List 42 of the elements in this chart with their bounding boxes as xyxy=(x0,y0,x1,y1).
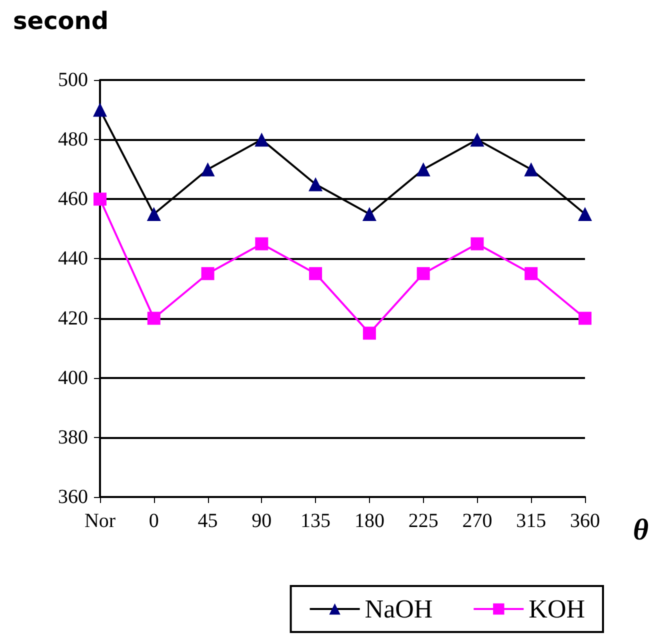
point xyxy=(362,326,376,340)
y-tick-label: 480 xyxy=(58,128,88,151)
x-tick-label: Nor xyxy=(84,510,116,532)
point xyxy=(201,267,214,280)
y-tick-label: 440 xyxy=(58,248,88,270)
x-tick-label: 315 xyxy=(516,510,546,532)
x-tick-label: 360 xyxy=(570,510,600,532)
point xyxy=(524,162,538,176)
point xyxy=(308,177,323,192)
point xyxy=(200,162,215,176)
y-tick-label: 400 xyxy=(58,366,88,389)
point xyxy=(416,267,430,280)
point xyxy=(470,132,484,147)
point xyxy=(470,237,484,250)
y-tick-label: 460 xyxy=(58,188,88,210)
x-tick-label: 90 xyxy=(252,510,272,532)
y-axis-title: second xyxy=(13,7,109,35)
point xyxy=(416,162,430,176)
y-tick-label: 360 xyxy=(58,486,88,508)
x-tick-label: 45 xyxy=(198,510,218,532)
legend-label: KOH xyxy=(528,594,586,624)
point xyxy=(93,102,107,117)
point xyxy=(255,237,268,250)
point xyxy=(146,207,161,222)
x-tick-label: 270 xyxy=(462,510,492,532)
legend-label: NaOH xyxy=(364,594,433,624)
y-tick-label: 500 xyxy=(58,69,88,91)
x-tick-label: 180 xyxy=(354,510,384,532)
x-tick-label: 0 xyxy=(148,510,159,532)
point xyxy=(94,192,106,206)
y-tick-label: 380 xyxy=(58,426,88,448)
x-tick-label: 135 xyxy=(300,510,331,532)
point xyxy=(254,132,269,147)
x-tick-label: 225 xyxy=(408,510,438,532)
point xyxy=(309,267,322,280)
point xyxy=(524,267,538,280)
point xyxy=(147,312,160,325)
point xyxy=(578,207,592,222)
point xyxy=(578,312,592,325)
x-axis-title: θ xyxy=(633,514,649,546)
point xyxy=(362,207,376,222)
y-tick-label: 420 xyxy=(58,307,88,330)
